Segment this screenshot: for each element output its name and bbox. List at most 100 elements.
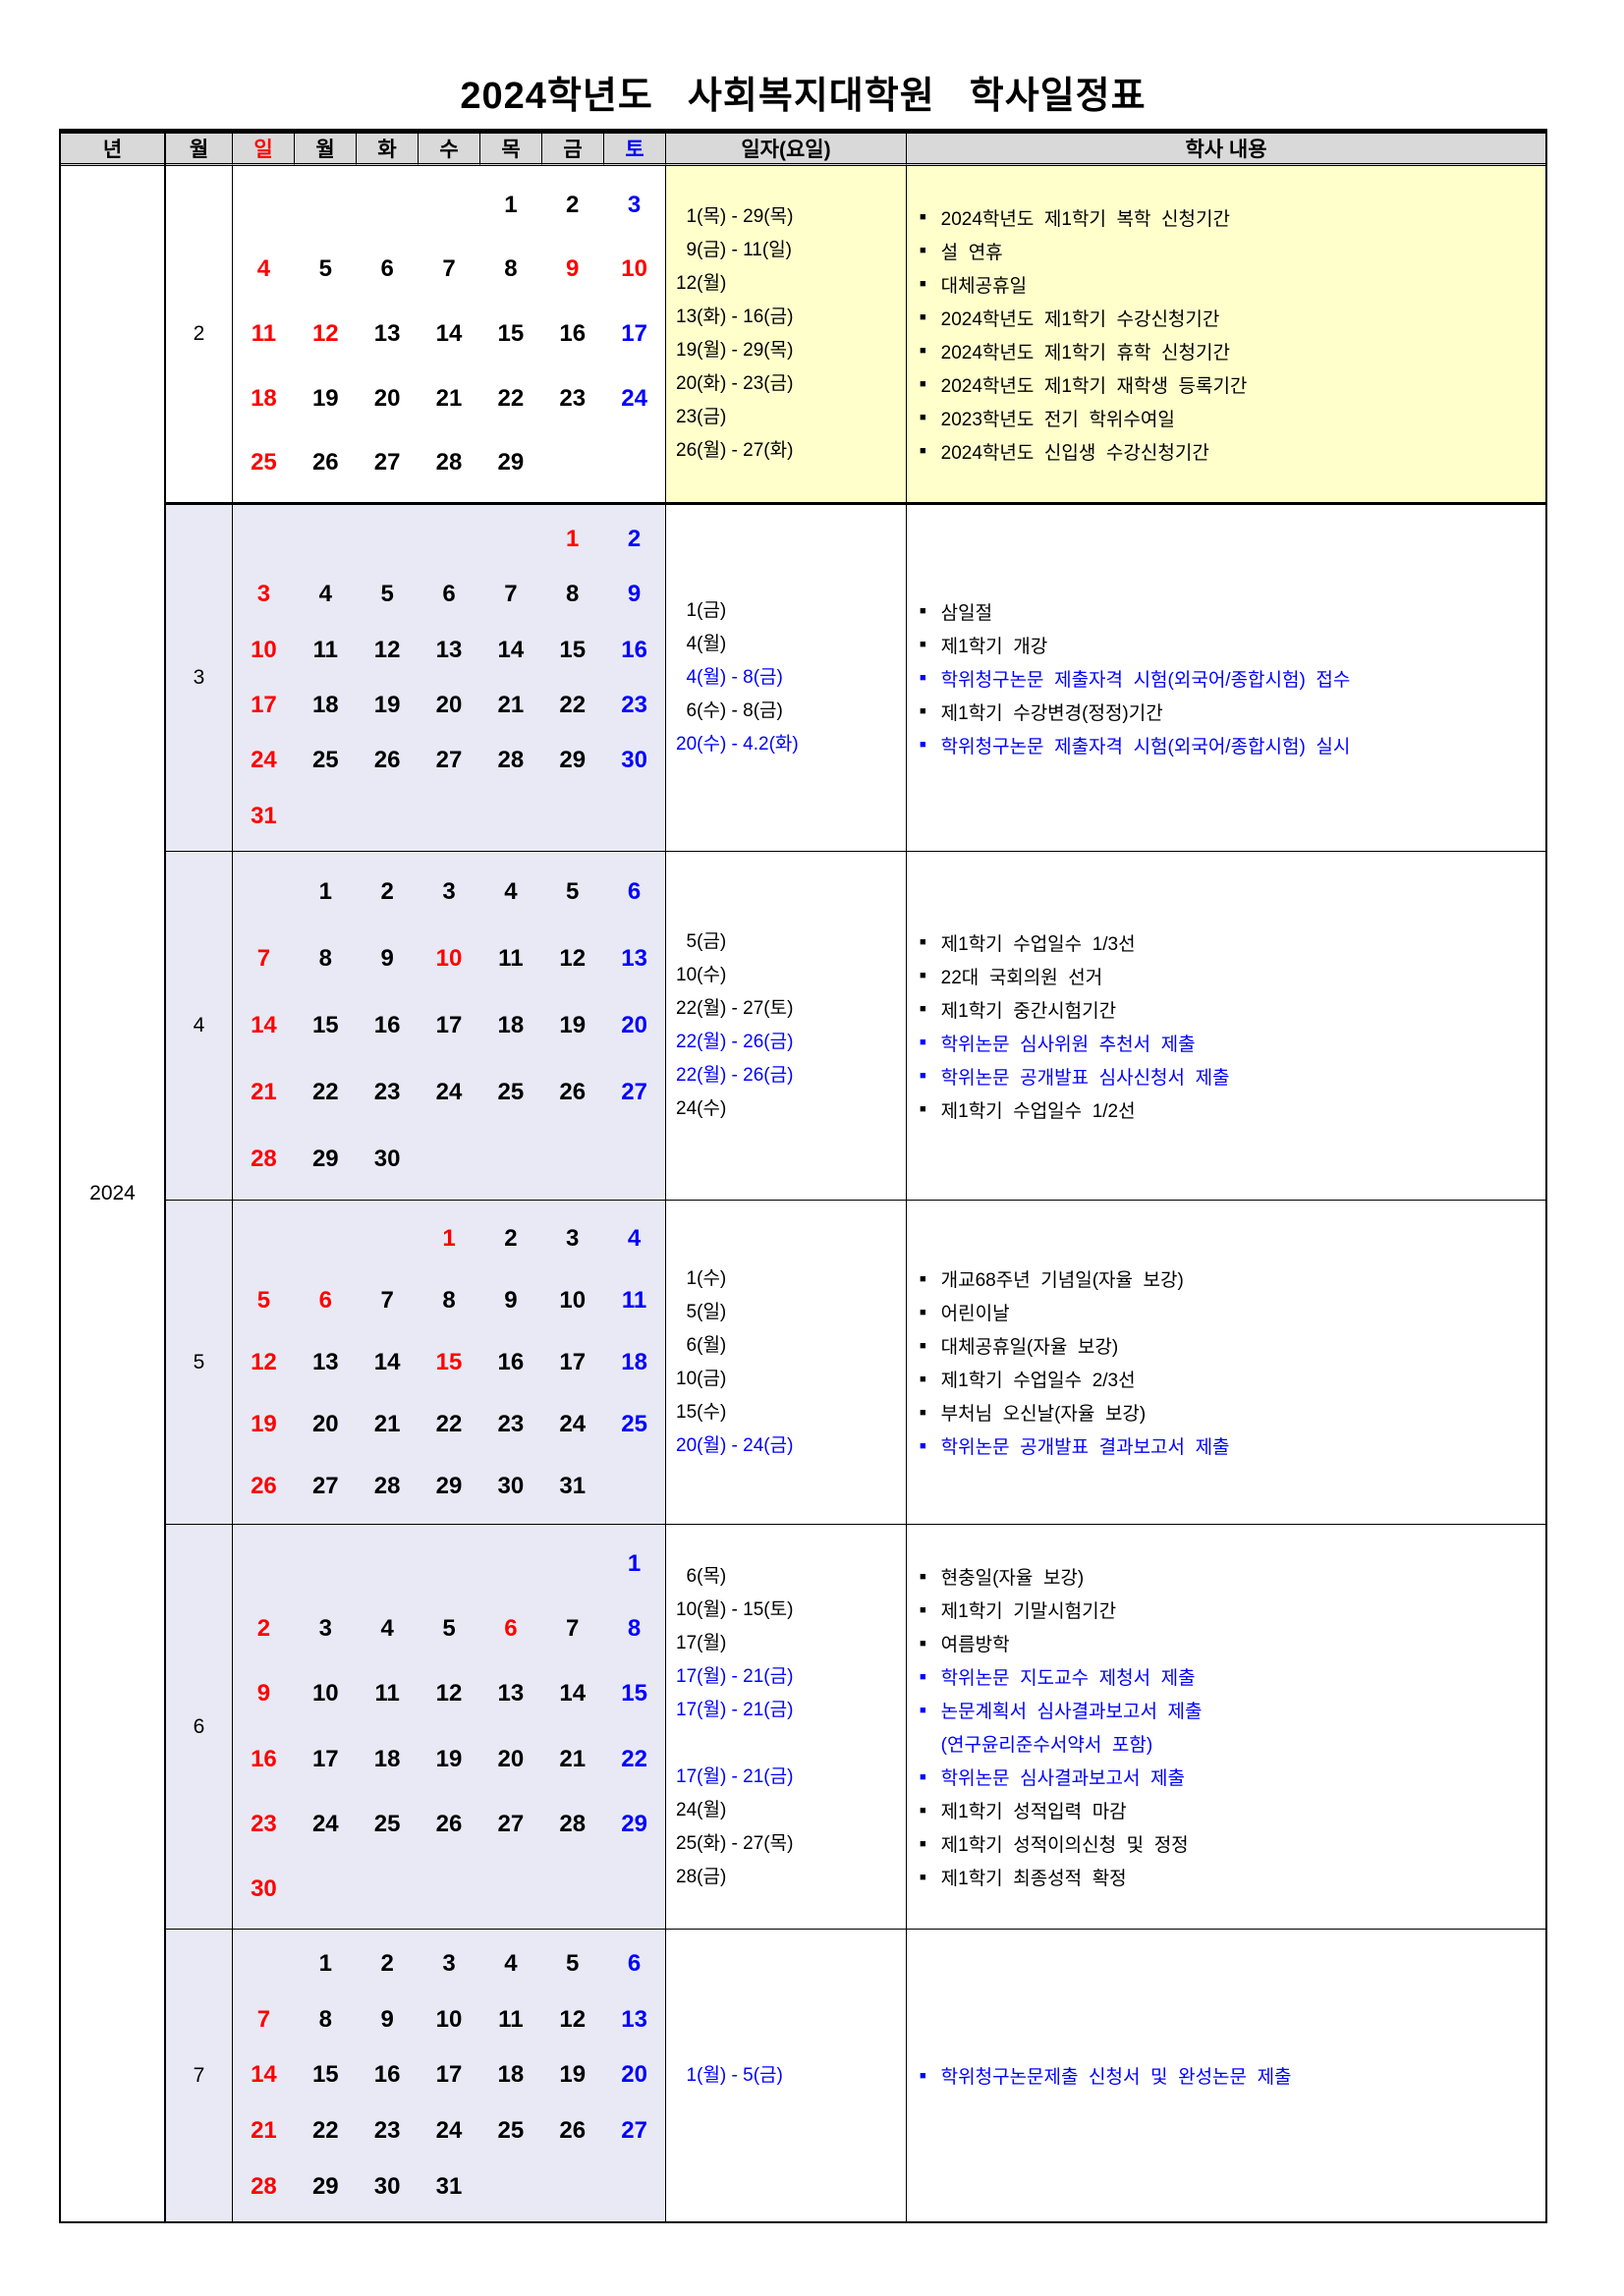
bullet-square-icon: ■ [920, 605, 926, 617]
event-text: 어린이날 [940, 1304, 1010, 1324]
date-column-cell: 1(수) 5(일) 6(월) 10(금) 15(수) 20(월) - 24(금) [666, 1201, 907, 1524]
calendar-week: 21 22 23 24 25 26 27 [233, 2117, 665, 2145]
calendar-day: 2 [627, 526, 642, 553]
calendar-day: 14 [251, 1012, 277, 1038]
col-header-day-1: 월 [295, 134, 357, 166]
event-line: ■ 학위논문 공개발표 결과보고서 제출 [920, 1429, 1545, 1463]
bullet-square-icon: ■ [920, 211, 926, 223]
calendar-day [295, 1876, 357, 1903]
calendar-day: 5 [318, 255, 332, 283]
calendar-day: 16 [251, 1745, 277, 1772]
calendar-day: 19 [373, 692, 401, 719]
month-label-cell: 6 [166, 1525, 233, 1929]
calendar-day: 17 [621, 319, 647, 347]
calendar-day: 18 [373, 1745, 401, 1772]
calendar-day: 31 [435, 2172, 463, 2200]
calendar-day [603, 1876, 665, 1903]
calendar-day: 21 [559, 1745, 587, 1772]
event-date: 17(월) [676, 1632, 727, 1653]
calendar-day: 6 [318, 1286, 332, 1314]
calendar-day [233, 1550, 295, 1578]
calendar-day: 29 [311, 2172, 339, 2200]
calendar-day: 28 [435, 449, 463, 476]
calendar-day: 21 [251, 1079, 277, 1105]
calendar-day: 12 [251, 1348, 277, 1375]
event-text: 2023학년도 전기 학위수여일 [940, 409, 1175, 430]
event-text: 2024학년도 제1학기 휴학 신청기간 [940, 342, 1230, 364]
calendar-week: 26 27 28 29 30 31 [233, 1473, 665, 1500]
calendar-day [357, 192, 419, 219]
event-date: 20(수) - 4.2(화) [676, 734, 799, 755]
calendar-day: 12 [435, 1680, 463, 1708]
calendar-day: 6 [442, 581, 456, 608]
bullet-square-icon: ■ [920, 1837, 926, 1850]
calendar-day: 1 [442, 1224, 456, 1252]
calendar-day [233, 1225, 295, 1253]
event-text: 제1학기 최종성적 확정 [940, 1869, 1127, 1889]
calendar-day: 25 [373, 1810, 401, 1837]
event-text: 2024학년도 제1학기 복학 신청기간 [940, 208, 1230, 230]
calendar-day [603, 1146, 665, 1173]
event-line: ■ 현충일(자율 보강) [920, 1560, 1545, 1594]
calendar-day: 10 [311, 1680, 339, 1708]
content-column-cell: ■ 학위청구논문제출 신청서 및 완성논문 제출 [907, 1930, 1545, 2221]
calendar-day: 22 [435, 1410, 463, 1437]
event-line: ■ 대체공휴일(자율 보강) [920, 1329, 1545, 1363]
calendar-day: 15 [311, 1012, 339, 1038]
calendar-day: 1 [318, 1950, 332, 1978]
calendar-day [233, 1950, 295, 1978]
calendar-day: 10 [435, 945, 463, 972]
event-text: 학위청구논문 제출자격 시험(외국어/종합시험) 접수 [940, 669, 1351, 691]
calendar-day: 27 [621, 2117, 647, 2145]
bullet-square-icon: ■ [920, 936, 926, 948]
event-line: ■ 2024학년도 제1학기 재학생 등록기간 [920, 367, 1545, 401]
event-text: 현충일(자율 보강) [940, 1568, 1085, 1589]
calendar-day: 11 [498, 945, 524, 972]
calendar-day: 14 [251, 2061, 277, 2089]
calendar-day: 13 [621, 945, 647, 972]
calendar-day: 20 [621, 2061, 647, 2089]
calendar-day: 25 [251, 449, 277, 476]
calendar-week: 1 2 3 4 5 6 [233, 878, 665, 906]
calendar-day [419, 1550, 480, 1578]
calendar-day: 25 [497, 1079, 525, 1105]
calendar-day [233, 526, 295, 553]
calendar-week: 14 15 16 17 18 19 20 [233, 1012, 665, 1039]
bullet-square-icon: ■ [920, 1036, 926, 1048]
calendar-day: 26 [373, 747, 401, 774]
calendar-day [541, 2173, 603, 2201]
bullet-square-icon: ■ [920, 1637, 926, 1650]
calendar-day: 19 [559, 2061, 587, 2089]
calendar-day: 4 [380, 1615, 394, 1643]
event-line: ■ 삼일절 [920, 594, 1545, 628]
calendar-day: 7 [380, 1286, 394, 1314]
calendar-day: 10 [621, 255, 647, 283]
month-label-cell: 3 [166, 505, 233, 851]
event-date: 10(월) - 15(토) [676, 1598, 794, 1620]
calendar-day: 11 [498, 2005, 524, 2033]
calendar-day: 24 [311, 1810, 339, 1837]
col-header-day-6: 토 [604, 134, 666, 166]
calendar-week: 25 26 27 28 29 [233, 449, 665, 476]
calendar-day: 22 [621, 1745, 647, 1772]
event-line: ■ 제1학기 수강변경(정정)기간 [920, 695, 1545, 728]
calendar-day: 29 [621, 1810, 647, 1837]
calendar-day [357, 1225, 419, 1253]
calendar-day: 21 [251, 2117, 277, 2145]
calendar-day: 9 [380, 945, 394, 972]
calendar-day: 16 [497, 1348, 525, 1375]
event-line: ■ 학위논문 공개발표 심사신청서 제출 [920, 1059, 1545, 1092]
event-date: 9(금) - 11(일) [676, 240, 793, 260]
calendar-week: 3 4 5 6 7 8 9 [233, 581, 665, 608]
calendar-day: 25 [311, 747, 339, 774]
month-label-cell: 7 [166, 1930, 233, 2221]
calendar-day: 22 [559, 692, 587, 719]
calendar-day [233, 878, 295, 906]
event-date: 22(월) - 26(금) [676, 1032, 794, 1052]
calendar-day: 9 [504, 1286, 518, 1314]
event-text: 2024학년도 제1학기 재학생 등록기간 [940, 375, 1248, 397]
event-date: 26(월) - 27(화) [676, 440, 794, 461]
event-date: 6(월) [676, 1334, 727, 1356]
calendar-day [479, 1550, 541, 1578]
